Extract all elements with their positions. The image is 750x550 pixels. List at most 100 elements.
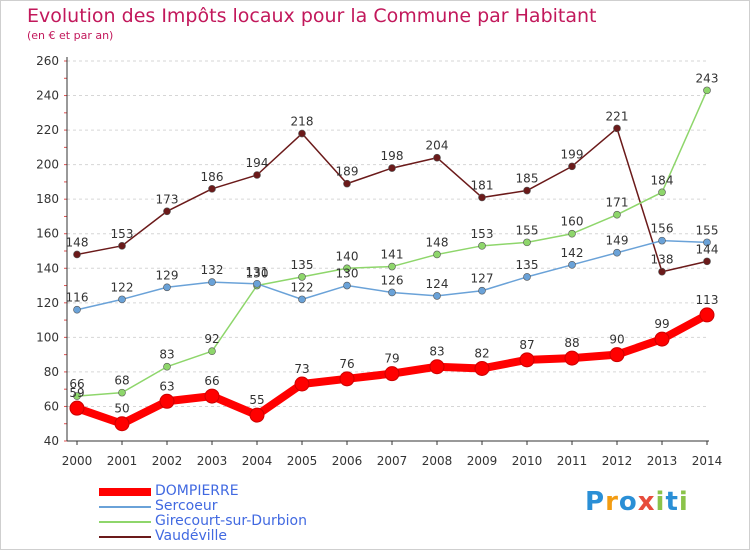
- data-point: [343, 281, 351, 290]
- legend-swatch: [99, 536, 151, 538]
- logo-letter: r: [605, 487, 619, 517]
- data-point: [568, 162, 576, 171]
- y-tick-label: 260: [36, 54, 59, 68]
- data-point: [204, 388, 220, 404]
- x-tick-label: 2001: [107, 454, 138, 468]
- data-point: [73, 392, 81, 400]
- label-layer: 148 153 173 186 194 218 189 198 204 181 185 199 221 1…: [66, 71, 719, 415]
- data-point: [118, 388, 126, 397]
- x-tick-label: 2013: [647, 454, 678, 468]
- data-point: [388, 262, 396, 271]
- data-label: 122: [291, 280, 314, 294]
- proxiti-logo: Proxiti: [585, 487, 689, 517]
- data-point: [478, 193, 486, 202]
- data-label: 148: [426, 235, 449, 249]
- data-label: 218: [291, 115, 314, 129]
- data-label: 155: [696, 223, 719, 237]
- legend-swatch: [99, 521, 151, 523]
- data-point: [253, 280, 261, 288]
- data-label: 198: [381, 149, 404, 163]
- x-tick-label: 2000: [62, 454, 93, 468]
- logo-letter: P: [585, 487, 606, 517]
- data-point: [163, 283, 171, 292]
- data-label: 99: [654, 317, 669, 331]
- logo-letter: t: [665, 487, 679, 517]
- data-point: [703, 257, 711, 266]
- data-label: 140: [336, 249, 359, 263]
- data-label: 116: [66, 291, 89, 305]
- data-label: 66: [204, 374, 219, 388]
- data-label: 59: [69, 386, 84, 400]
- legend-label: Girecourt-sur-Durbion: [155, 513, 307, 529]
- data-point: [298, 129, 306, 138]
- data-label: 124: [426, 277, 449, 291]
- data-point: [658, 267, 666, 276]
- data-label: 171: [606, 196, 629, 210]
- data-label: 160: [561, 215, 584, 229]
- chart-subtitle: (en € et par an): [27, 29, 114, 42]
- data-point: [658, 188, 666, 197]
- data-point: [478, 242, 486, 250]
- data-point: [249, 407, 265, 423]
- data-point: [163, 362, 171, 371]
- logo-letter: x: [637, 487, 656, 517]
- data-label: 221: [606, 109, 629, 123]
- data-label: 141: [381, 248, 404, 262]
- logo-letter: o: [618, 487, 638, 517]
- x-tick-label: 2003: [197, 454, 228, 468]
- data-point: [523, 273, 531, 281]
- x-tick-label: 2004: [242, 454, 273, 468]
- chart-title: Evolution des Impôts locaux pour la Comm…: [27, 5, 597, 27]
- y-tick-label: 220: [36, 123, 59, 137]
- data-point: [568, 261, 576, 269]
- data-point: [433, 250, 441, 259]
- data-point: [523, 186, 531, 195]
- data-label: 82: [474, 346, 489, 360]
- data-point: [298, 273, 306, 281]
- data-label: 73: [294, 362, 309, 376]
- data-point: [613, 124, 621, 133]
- y-tick-label: 180: [36, 192, 59, 206]
- data-label: 185: [516, 172, 539, 186]
- data-label: 155: [516, 223, 539, 237]
- data-point: [703, 86, 711, 95]
- data-point: [114, 416, 130, 432]
- data-label: 76: [339, 357, 354, 371]
- data-label: 50: [114, 402, 129, 416]
- data-label: 181: [471, 178, 494, 192]
- data-label: 127: [471, 272, 494, 286]
- data-point: [298, 295, 306, 304]
- data-point: [429, 359, 445, 375]
- y-tick-label: 200: [36, 158, 59, 172]
- data-label: 129: [156, 268, 179, 282]
- y-tick-label: 240: [36, 89, 59, 103]
- data-label: 92: [204, 332, 219, 346]
- data-point: [339, 371, 355, 387]
- data-label: 79: [384, 352, 399, 366]
- data-point: [159, 393, 175, 409]
- data-point: [118, 295, 126, 304]
- y-tick-label: 80: [44, 365, 59, 379]
- data-point: [208, 278, 216, 286]
- data-label: 68: [114, 374, 129, 388]
- data-point: [388, 164, 396, 172]
- data-label: 130: [246, 267, 269, 281]
- y-tick-label: 60: [44, 399, 59, 413]
- data-point: [609, 347, 625, 363]
- data-point: [69, 400, 85, 416]
- data-label: 138: [651, 253, 674, 267]
- data-point: [73, 305, 81, 314]
- data-label: 243: [696, 71, 719, 85]
- y-tick-label: 120: [36, 296, 59, 310]
- legend-swatch: [99, 488, 151, 496]
- data-point: [658, 236, 666, 245]
- data-label: 199: [561, 147, 584, 161]
- legend-label: DOMPIERRE: [155, 483, 239, 499]
- data-label: 153: [471, 227, 494, 241]
- data-label: 66: [69, 377, 84, 391]
- data-label: 135: [516, 258, 539, 272]
- data-label: 131: [246, 265, 269, 279]
- data-point: [654, 331, 670, 347]
- data-label: 173: [156, 192, 179, 206]
